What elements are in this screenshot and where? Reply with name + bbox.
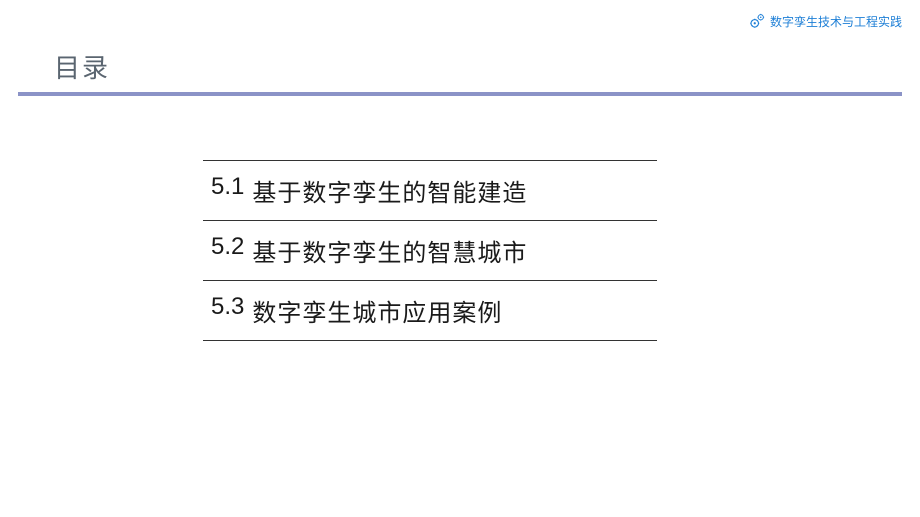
header-brand: 数字孪生技术与工程实践 <box>748 12 902 30</box>
toc-number: 5.3 <box>211 293 244 328</box>
gear-icon <box>748 12 766 30</box>
toc-number: 5.1 <box>211 173 244 208</box>
toc-number: 5.2 <box>211 233 244 268</box>
page-title: 目录 <box>54 48 110 85</box>
toc-item: 5.3 数字孪生城市应用案例 <box>203 280 657 341</box>
toc-text: 数字孪生城市应用案例 <box>252 293 502 328</box>
brand-text: 数字孪生技术与工程实践 <box>770 13 902 30</box>
toc-container: 5.1 基于数字孪生的智能建造 5.2 基于数字孪生的智慧城市 5.3 数字孪生… <box>203 160 657 341</box>
toc-item: 5.2 基于数字孪生的智慧城市 <box>203 220 657 280</box>
toc-item: 5.1 基于数字孪生的智能建造 <box>203 160 657 220</box>
toc-text: 基于数字孪生的智能建造 <box>252 173 527 208</box>
title-underline <box>18 92 902 96</box>
toc-text: 基于数字孪生的智慧城市 <box>252 233 527 268</box>
